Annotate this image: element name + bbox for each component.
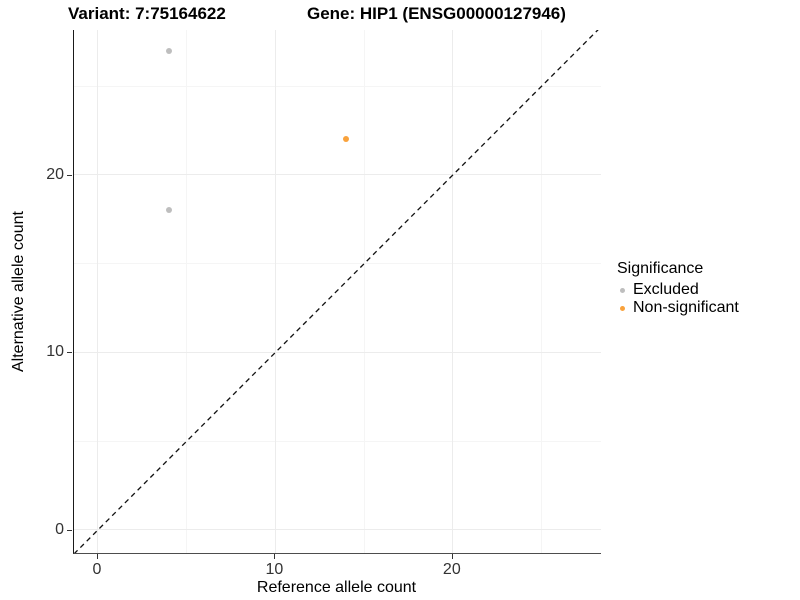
y-tick-label: 0	[55, 520, 64, 538]
y-axis-tick	[67, 174, 72, 176]
major-gridline-x	[452, 30, 454, 553]
legend-title: Significance	[617, 260, 704, 277]
plot-panel	[73, 30, 601, 554]
y-tick-label: 20	[46, 165, 64, 183]
data-point-excluded	[165, 207, 172, 214]
y-axis-title: Alternative allele count	[10, 211, 27, 372]
y-tick-label: 10	[46, 343, 64, 361]
excluded-point-icon	[620, 287, 625, 293]
x-axis-tick	[451, 554, 453, 559]
x-axis-tick	[274, 554, 276, 559]
minor-gridline-y	[74, 263, 601, 265]
minor-gridline-x	[186, 30, 188, 553]
major-gridline-y	[74, 174, 601, 176]
legend: Significance Excluded Non-significant	[617, 260, 739, 317]
major-gridline-y	[74, 351, 601, 353]
x-tick-label: 10	[265, 561, 284, 578]
y-axis-tick	[67, 352, 72, 354]
gene-title: Gene: HIP1 (ENSG00000127946)	[307, 4, 566, 23]
non-significant-point-icon	[620, 305, 625, 311]
identity-diagonal-line	[74, 30, 599, 553]
minor-gridline-y	[74, 440, 601, 442]
data-point-non-significant	[343, 136, 350, 143]
major-gridline-x	[97, 30, 99, 553]
variant-title: Variant: 7:75164622	[68, 4, 226, 23]
x-axis-tick	[96, 554, 98, 559]
data-point-excluded	[165, 47, 172, 54]
major-gridline-y	[74, 529, 601, 531]
minor-gridline-x	[363, 30, 365, 553]
x-tick-label: 0	[92, 561, 102, 578]
x-axis-title: Reference allele count	[256, 579, 417, 596]
minor-gridline-x	[541, 30, 543, 553]
legend-item-non-significant: Non-significant	[617, 299, 739, 317]
legend-item-excluded: Excluded	[617, 281, 739, 299]
x-tick-label: 20	[442, 561, 461, 578]
y-axis-tick	[67, 529, 72, 531]
major-gridline-x	[274, 30, 276, 553]
minor-gridline-y	[74, 85, 601, 87]
